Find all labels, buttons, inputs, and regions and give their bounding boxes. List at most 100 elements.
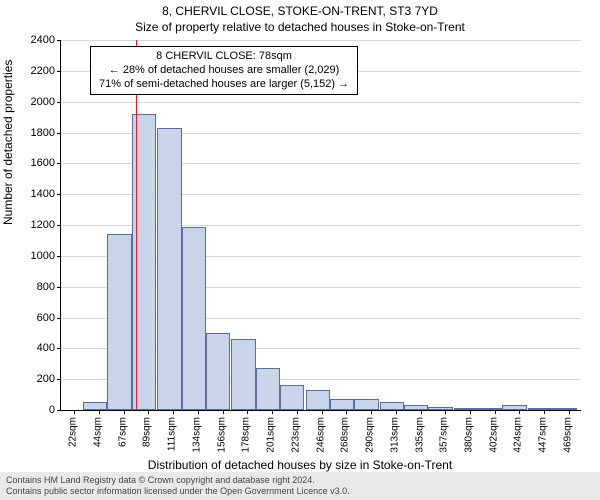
annotation-box: 8 CHERVIL CLOSE: 78sqm ← 28% of detached… — [90, 46, 358, 95]
y-tick-mark — [57, 287, 61, 288]
histogram-bar — [107, 234, 131, 410]
y-tick-label: 800 — [15, 281, 55, 293]
x-axis-label: Distribution of detached houses by size … — [0, 458, 600, 472]
y-tick-label: 1400 — [15, 188, 55, 200]
y-tick-label: 2200 — [15, 65, 55, 77]
x-tick-label: 44sqm — [92, 417, 103, 447]
x-tick-label: 201sqm — [266, 417, 277, 453]
x-tick-mark — [495, 410, 496, 414]
x-tick-mark — [519, 410, 520, 414]
x-tick-mark — [396, 410, 397, 414]
y-tick-mark — [57, 71, 61, 72]
annotation-line-3: 71% of semi-detached houses are larger (… — [99, 78, 349, 92]
y-tick-label: 1200 — [15, 219, 55, 231]
histogram-bar — [454, 408, 478, 410]
y-tick-label: 2400 — [15, 34, 55, 46]
x-tick-label: 313sqm — [390, 417, 401, 453]
histogram-bar — [206, 333, 230, 410]
x-tick-mark — [223, 410, 224, 414]
x-tick-mark — [470, 410, 471, 414]
x-tick-mark — [371, 410, 372, 414]
y-tick-mark — [57, 318, 61, 319]
x-tick-mark — [173, 410, 174, 414]
x-tick-mark — [322, 410, 323, 414]
y-tick-label: 1600 — [15, 157, 55, 169]
y-tick-mark — [57, 133, 61, 134]
y-tick-mark — [57, 348, 61, 349]
y-tick-mark — [57, 163, 61, 164]
x-tick-mark — [99, 410, 100, 414]
histogram-bar — [157, 128, 181, 410]
x-tick-label: 290sqm — [364, 417, 375, 453]
histogram-bar — [404, 405, 428, 410]
histogram-bar — [256, 368, 280, 410]
histogram-bar — [182, 227, 206, 410]
y-tick-mark — [57, 225, 61, 226]
histogram-bar — [552, 408, 576, 410]
footer-line-2: Contains public sector information licen… — [6, 486, 594, 497]
y-tick-label: 400 — [15, 342, 55, 354]
histogram-bar — [478, 408, 502, 410]
annotation-line-2: ← 28% of detached houses are smaller (2,… — [99, 64, 349, 78]
x-tick-mark — [198, 410, 199, 414]
x-tick-label: 156sqm — [216, 417, 227, 453]
y-tick-mark — [57, 379, 61, 380]
x-tick-mark — [124, 410, 125, 414]
x-tick-mark — [569, 410, 570, 414]
x-tick-label: 424sqm — [513, 417, 524, 453]
x-tick-mark — [544, 410, 545, 414]
histogram-bar — [280, 385, 304, 410]
property-marker-line — [136, 40, 137, 410]
y-tick-label: 600 — [15, 312, 55, 324]
y-tick-label: 1000 — [15, 250, 55, 262]
x-tick-label: 469sqm — [562, 417, 573, 453]
x-tick-mark — [445, 410, 446, 414]
y-tick-mark — [57, 256, 61, 257]
y-tick-mark — [57, 40, 61, 41]
y-tick-label: 1800 — [15, 127, 55, 139]
histogram-bar — [528, 408, 552, 410]
y-tick-label: 2000 — [15, 96, 55, 108]
footer-line-1: Contains HM Land Registry data © Crown c… — [6, 475, 594, 486]
y-axis-label: Number of detached properties — [1, 60, 15, 225]
y-tick-mark — [57, 194, 61, 195]
histogram-bar — [83, 402, 107, 410]
y-tick-mark — [57, 410, 61, 411]
annotation-line-1: 8 CHERVIL CLOSE: 78sqm — [99, 50, 349, 64]
x-tick-mark — [148, 410, 149, 414]
histogram-bar — [428, 407, 452, 410]
x-tick-label: 111sqm — [166, 417, 177, 451]
x-tick-label: 357sqm — [438, 417, 449, 453]
x-tick-label: 134sqm — [192, 417, 203, 453]
x-tick-label: 22sqm — [68, 417, 79, 447]
histogram-bar — [502, 405, 526, 410]
histogram-bar — [306, 390, 330, 410]
x-tick-mark — [74, 410, 75, 414]
x-tick-label: 402sqm — [488, 417, 499, 453]
gridline — [61, 40, 581, 41]
chart-title-sub: Size of property relative to detached ho… — [0, 20, 600, 34]
y-tick-label: 0 — [15, 404, 55, 416]
x-tick-mark — [421, 410, 422, 414]
x-tick-mark — [297, 410, 298, 414]
x-tick-label: 268sqm — [340, 417, 351, 453]
x-tick-label: 89sqm — [142, 417, 153, 447]
y-tick-label: 200 — [15, 373, 55, 385]
x-tick-mark — [272, 410, 273, 414]
x-tick-label: 447sqm — [538, 417, 549, 453]
chart-title-main: 8, CHERVIL CLOSE, STOKE-ON-TRENT, ST3 7Y… — [0, 4, 600, 18]
x-tick-label: 335sqm — [414, 417, 425, 453]
gridline — [61, 102, 581, 103]
x-tick-mark — [247, 410, 248, 414]
x-tick-label: 380sqm — [464, 417, 475, 453]
x-tick-label: 223sqm — [290, 417, 301, 453]
x-tick-label: 246sqm — [316, 417, 327, 453]
chart-plot-area — [60, 40, 581, 411]
footer-attribution: Contains HM Land Registry data © Crown c… — [0, 472, 600, 500]
x-tick-label: 67sqm — [118, 417, 129, 447]
histogram-bar — [354, 399, 378, 410]
y-tick-mark — [57, 102, 61, 103]
x-tick-mark — [346, 410, 347, 414]
histogram-bar — [380, 402, 404, 410]
histogram-bar — [330, 399, 354, 410]
